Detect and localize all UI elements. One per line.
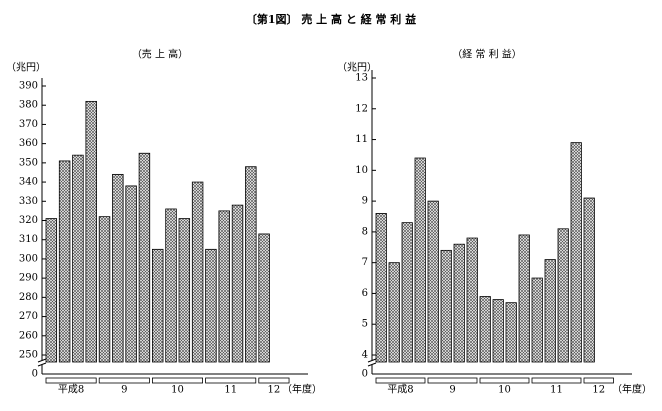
bar <box>231 204 244 363</box>
bar <box>453 243 465 363</box>
y-tick-label: 11 <box>355 134 368 145</box>
bar <box>479 296 491 363</box>
year-bracket <box>98 377 150 384</box>
year-bracket <box>45 377 97 384</box>
y-tick-label: 260 <box>19 330 38 341</box>
y-tick-label: 250 <box>19 350 38 361</box>
bar <box>85 100 97 363</box>
y-tick-label: 310 <box>19 234 38 245</box>
bar <box>205 248 217 363</box>
year-bracket <box>479 377 530 384</box>
bar <box>440 249 452 363</box>
axis-break <box>37 358 47 363</box>
bar <box>583 197 595 363</box>
y-tick-label: 320 <box>19 215 38 226</box>
bar <box>427 200 439 363</box>
year-bracket <box>375 377 426 384</box>
y-tick-label: 9 <box>362 196 368 207</box>
y-tick-label: 300 <box>19 253 38 264</box>
y-tick-label: 340 <box>19 177 38 188</box>
bar <box>191 181 204 363</box>
x-tick-label: 平成8 <box>387 384 413 396</box>
bar <box>466 237 478 363</box>
y-tick-label: 0 <box>362 369 368 380</box>
bar <box>518 234 530 363</box>
y-tick-label: 8 <box>362 226 368 237</box>
y-tick-label: 6 <box>362 288 368 299</box>
figure-title: 〔第1図〕 売 上 高 と 経 常 利 益 <box>246 12 416 26</box>
bar <box>388 262 400 363</box>
x-tick-label: 10 <box>498 385 511 396</box>
x-tick-label: 12 <box>268 385 281 396</box>
x-axis-label: （年度） <box>612 383 652 396</box>
year-bracket <box>151 377 203 384</box>
x-axis-label: （年度） <box>282 383 322 396</box>
y-tick-label: 7 <box>362 257 368 268</box>
y-tick-label: 290 <box>19 273 38 284</box>
axis-break <box>37 362 47 367</box>
bar <box>544 259 556 363</box>
axis-break <box>367 362 377 367</box>
bar <box>570 142 582 363</box>
bar <box>45 218 58 363</box>
x-tick-label: 12 <box>592 385 605 396</box>
bar <box>245 166 257 363</box>
y-tick-label: 13 <box>355 73 368 84</box>
x-tick-label: 10 <box>171 385 184 396</box>
y-tick-label: 380 <box>19 100 38 111</box>
bar <box>151 248 164 363</box>
bar <box>58 160 71 363</box>
unit-label: （兆円） <box>6 62 46 74</box>
bar <box>138 152 151 363</box>
y-tick-label: 280 <box>19 292 38 303</box>
bar <box>178 218 191 363</box>
bar <box>492 299 504 363</box>
y-tick-label: 330 <box>19 196 38 207</box>
y-tick-label: 5 <box>362 319 368 330</box>
y-tick-label: 4 <box>362 350 368 361</box>
axis-break <box>367 358 377 363</box>
bar <box>218 210 230 363</box>
bar <box>375 213 387 363</box>
unit-label: （兆円） <box>337 62 377 74</box>
y-tick-label: 270 <box>19 311 38 322</box>
y-tick-label: 350 <box>19 157 38 168</box>
x-tick-label: 9 <box>121 385 127 396</box>
bar <box>258 233 270 363</box>
y-tick-label: 370 <box>19 119 38 130</box>
bar <box>165 208 177 363</box>
y-tick-label: 360 <box>19 138 38 149</box>
y-tick-label: 12 <box>355 103 368 114</box>
bar <box>98 216 111 363</box>
bar <box>112 173 124 363</box>
x-tick-label: 11 <box>550 385 563 396</box>
y-tick-label: 10 <box>355 165 368 176</box>
y-tick-label: 390 <box>19 81 38 92</box>
x-tick-label: 11 <box>224 385 237 396</box>
chart-subtitle: （経 常 利 益） <box>452 48 522 61</box>
year-bracket <box>583 377 614 384</box>
bar <box>531 277 543 363</box>
bar <box>401 222 413 363</box>
year-bracket <box>205 377 257 384</box>
year-bracket <box>427 377 478 384</box>
chart-subtitle: （売 上 高） <box>132 48 188 61</box>
bar <box>557 228 569 363</box>
year-bracket <box>531 377 582 384</box>
bar <box>125 185 137 363</box>
bar <box>72 154 84 363</box>
y-tick-label: 0 <box>32 369 38 380</box>
year-bracket <box>258 377 290 384</box>
bar <box>505 302 517 363</box>
x-tick-label: 9 <box>449 385 455 396</box>
x-tick-label: 平成8 <box>58 384 84 396</box>
bar <box>414 157 426 363</box>
